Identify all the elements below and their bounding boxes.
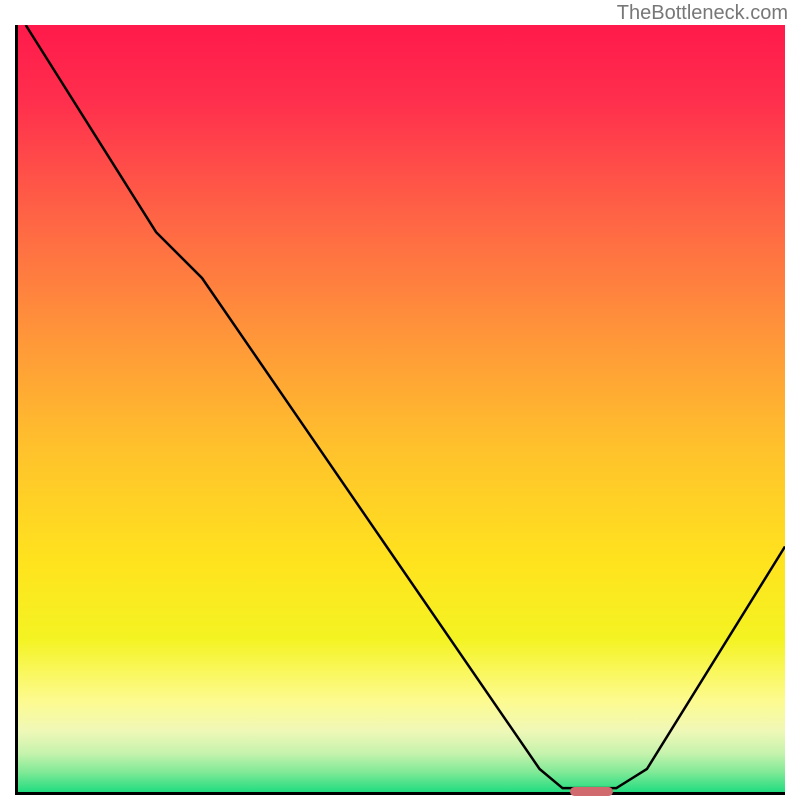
optimal-marker — [570, 787, 612, 796]
plot-area — [15, 25, 785, 795]
bottleneck-curve — [18, 25, 785, 792]
watermark-text: TheBottleneck.com — [617, 2, 788, 25]
